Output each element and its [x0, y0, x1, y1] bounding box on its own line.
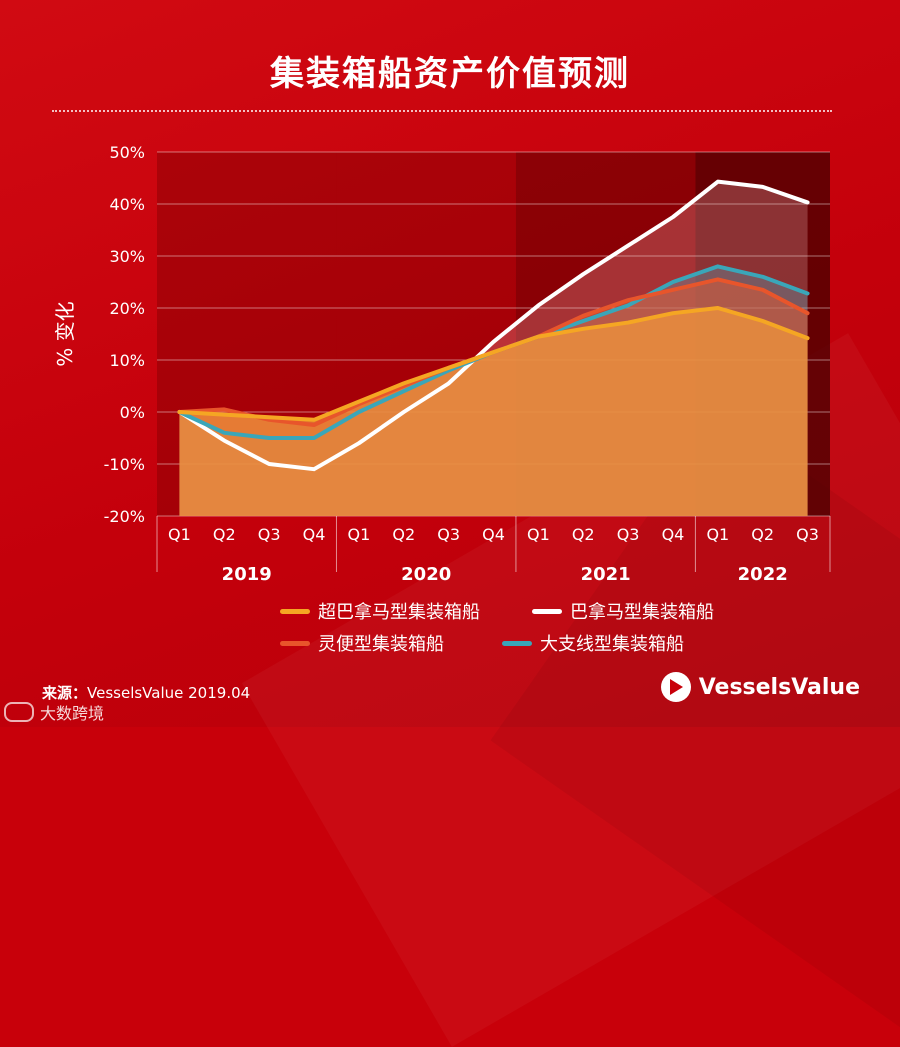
- x-tick-label: Q4: [482, 525, 505, 544]
- chart-svg: 50% 40% 30% 20% 10% 0% -10% -20% % 变化 Q1 Q2 Q3 Q4 Q1 Q…: [53, 143, 831, 585]
- legend-label: 大支线型集装箱船: [540, 634, 684, 655]
- x-tick-label: Q2: [751, 525, 774, 544]
- y-tick-label: -10%: [104, 455, 145, 474]
- legend-label: 巴拿马型集装箱船: [570, 602, 714, 623]
- series-line: [177, 306, 810, 422]
- x-tick-label: Q3: [437, 525, 460, 544]
- x-tick-label: Q2: [572, 525, 595, 544]
- x-tick-label: Q1: [527, 525, 550, 544]
- x-tick-label: Q3: [258, 525, 281, 544]
- x-tick-label: Q1: [348, 525, 371, 544]
- x-tick-label: Q3: [796, 525, 819, 544]
- title-divider: [52, 110, 832, 112]
- y-tick-label: 40%: [109, 195, 145, 214]
- x-tick-label: Q2: [392, 525, 415, 544]
- x-tick-label: Q1: [168, 525, 191, 544]
- x-tick-label: Q4: [662, 525, 685, 544]
- legend-item-handy: 灵便型集装箱船: [280, 630, 444, 656]
- y-tick-label: 30%: [109, 247, 145, 266]
- brand-logo-icon: [660, 672, 691, 702]
- year-label: 2019: [222, 564, 272, 585]
- y-tick-label: 0%: [120, 403, 145, 422]
- year-label: 2021: [581, 564, 631, 585]
- series-line: [177, 179, 810, 472]
- legend-label: 超巴拿马型集装箱船: [318, 602, 480, 623]
- source-note: 来源：VesselsValue 2019.04: [42, 682, 250, 703]
- legend-item-super-panamax: 超巴拿马型集装箱船: [280, 598, 480, 624]
- year-label: 2020: [401, 564, 451, 585]
- source-text: VesselsValue 2019.04: [87, 684, 251, 702]
- x-tick-label: Q3: [617, 525, 640, 544]
- chart-title: 集装箱船资产价值预测: [270, 54, 630, 94]
- year-label: 2022: [738, 564, 788, 585]
- legend-item-panamax: 巴拿马型集装箱船: [532, 598, 714, 624]
- y-tick-label: 20%: [109, 299, 145, 318]
- series-area: [179, 308, 808, 516]
- brand-logo: VesselsValue: [660, 672, 860, 702]
- legend-swatch: [280, 608, 310, 614]
- watermark-icon: [4, 702, 34, 722]
- x-tick-label: Q2: [213, 525, 236, 544]
- watermark-text: 大数跨境: [40, 704, 105, 723]
- y-axis-title: % 变化: [53, 301, 77, 366]
- legend-swatch: [532, 608, 562, 614]
- y-tick-label: -20%: [104, 507, 145, 526]
- y-tick-label: 10%: [109, 351, 145, 370]
- x-tick-label: Q4: [303, 525, 326, 544]
- legend-item-feeder: 大支线型集装箱船: [502, 630, 684, 656]
- x-tick-label: Q1: [706, 525, 729, 544]
- watermark: 大数跨境: [4, 700, 104, 724]
- legend-swatch: [502, 640, 532, 646]
- brand-name: VesselsValue: [698, 674, 860, 700]
- legend-swatch: [280, 640, 310, 646]
- y-tick-label: 50%: [109, 143, 145, 162]
- source-label: 来源：: [42, 684, 88, 702]
- legend-label: 灵便型集装箱船: [318, 634, 444, 655]
